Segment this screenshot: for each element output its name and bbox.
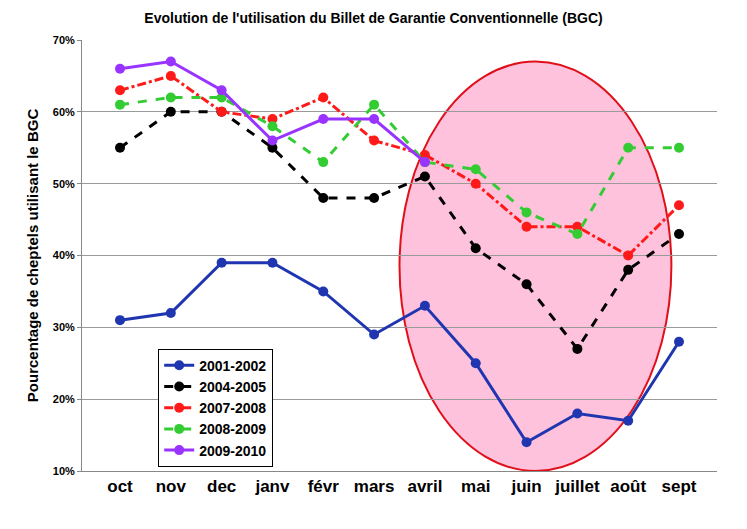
svg-text:mai: mai [461, 477, 490, 496]
svg-text:2001-2002: 2001-2002 [199, 358, 266, 374]
svg-text:70%: 70% [53, 34, 75, 46]
svg-text:mars: mars [354, 477, 395, 496]
svg-text:40%: 40% [53, 249, 75, 261]
svg-text:2008-2009: 2008-2009 [199, 421, 266, 437]
svg-text:10%: 10% [53, 465, 75, 477]
svg-text:60%: 60% [53, 106, 75, 118]
svg-text:2009-2010: 2009-2010 [199, 443, 266, 459]
svg-text:20%: 20% [53, 393, 75, 405]
svg-text:nov: nov [156, 477, 187, 496]
svg-text:oct: oct [107, 477, 133, 496]
svg-text:janv: janv [254, 477, 290, 496]
svg-text:50%: 50% [53, 178, 75, 190]
svg-text:juillet: juillet [554, 477, 600, 496]
svg-text:2004-2005: 2004-2005 [199, 379, 266, 395]
svg-text:août: août [610, 477, 646, 496]
svg-text:30%: 30% [53, 321, 75, 333]
svg-text:Pourcentage de cheptels utilis: Pourcentage de cheptels utilisant le BGC [24, 109, 41, 403]
svg-text:févr: févr [308, 477, 340, 496]
svg-text:Evolution de l'utilisation du: Evolution de l'utilisation du Billet de … [144, 10, 602, 26]
svg-text:dec: dec [207, 477, 236, 496]
svg-text:2007-2008: 2007-2008 [199, 400, 266, 416]
svg-text:sept: sept [662, 477, 697, 496]
svg-text:avril: avril [407, 477, 442, 496]
svg-text:juin: juin [510, 477, 541, 496]
